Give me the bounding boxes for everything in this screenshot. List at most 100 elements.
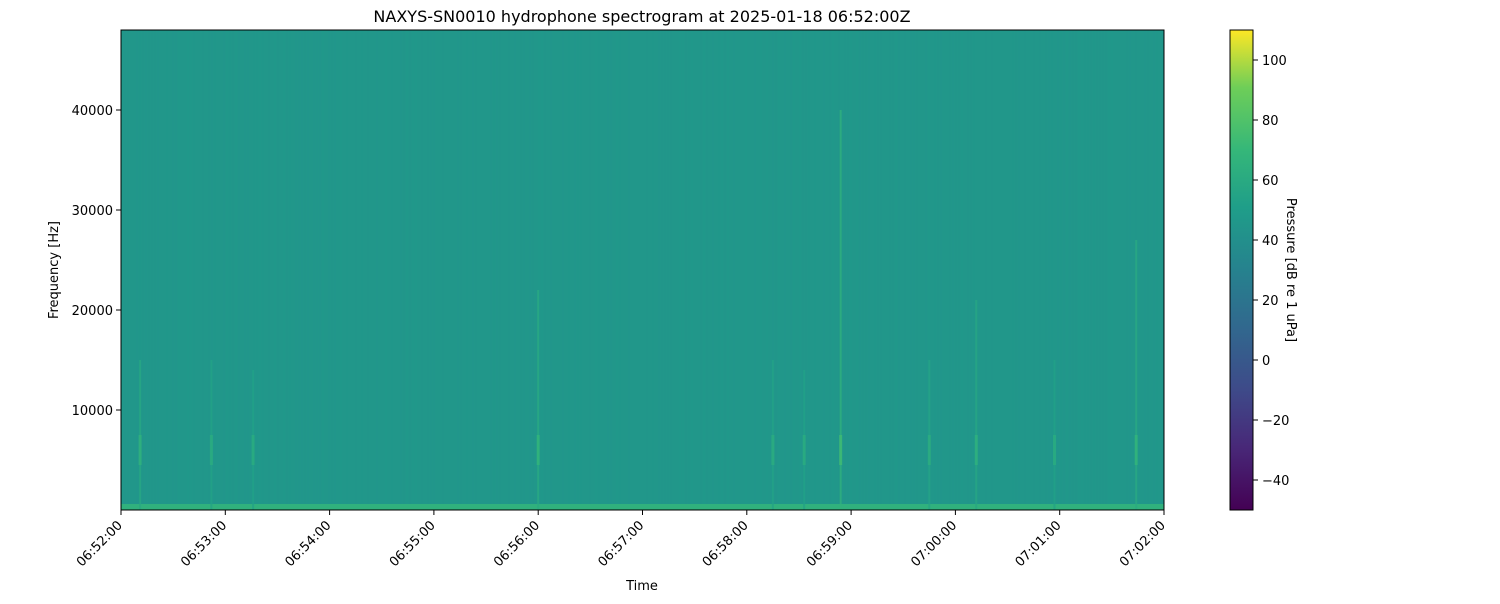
spectrogram-texture-column: [448, 30, 450, 510]
spectrogram-texture-column: [676, 30, 678, 510]
spectrogram-texture-column: [367, 30, 369, 510]
spectrogram-texture-column: [994, 30, 996, 510]
event-streak-core: [537, 435, 540, 465]
spectrogram-texture-column: [940, 30, 942, 510]
spectrogram-texture-column: [649, 30, 651, 510]
spectrogram-texture-column: [961, 30, 963, 510]
spectrogram-texture-column: [778, 30, 780, 510]
spectrogram-texture-column: [628, 30, 630, 510]
spectrogram-texture-column: [256, 30, 258, 510]
spectrogram-texture-column: [373, 30, 375, 510]
spectrogram-texture-column: [868, 30, 870, 510]
spectrogram-texture-column: [451, 30, 453, 510]
spectrogram-texture-column: [871, 30, 873, 510]
spectrogram-texture-column: [757, 30, 759, 510]
spectrogram-texture-column: [340, 30, 342, 510]
spectrogram-texture-column: [553, 30, 555, 510]
spectrogram-texture-column: [913, 30, 915, 510]
spectrogram-texture-column: [592, 30, 594, 510]
spectrogram-texture-column: [409, 30, 411, 510]
x-tick-label: 07:01:00: [1013, 518, 1065, 570]
spectrogram-texture-column: [667, 30, 669, 510]
spectrogram-texture-column: [583, 30, 585, 510]
spectrogram-texture-column: [499, 30, 501, 510]
spectrogram-texture-column: [298, 30, 300, 510]
spectrogram-texture-column: [217, 30, 219, 510]
spectrogram-texture-column: [304, 30, 306, 510]
spectrogram-texture-column: [619, 30, 621, 510]
spectrogram-texture-column: [421, 30, 423, 510]
spectrogram-texture-column: [808, 30, 810, 510]
spectrogram-texture-column: [1093, 30, 1095, 510]
spectrogram-texture-column: [610, 30, 612, 510]
spectrogram-texture-column: [793, 30, 795, 510]
spectrogram-texture-column: [496, 30, 498, 510]
spectrogram-texture-column: [550, 30, 552, 510]
spectrogram-texture-column: [352, 30, 354, 510]
spectrogram-texture-column: [745, 30, 747, 510]
spectrogram-texture-column: [1018, 30, 1020, 510]
colorbar-tick-label: 60: [1262, 174, 1279, 189]
spectrogram-texture-column: [310, 30, 312, 510]
spectrogram-texture-column: [244, 30, 246, 510]
spectrogram-texture-column: [1003, 30, 1005, 510]
spectrogram-texture-column: [736, 30, 738, 510]
spectrogram-texture-column: [319, 30, 321, 510]
event-streak-core: [139, 435, 142, 465]
spectrogram-texture-column: [925, 30, 927, 510]
spectrogram-texture-column: [364, 30, 366, 510]
spectrogram-texture-column: [556, 30, 558, 510]
spectrogram-texture-column: [514, 30, 516, 510]
spectrogram-texture-column: [889, 30, 891, 510]
spectrogram-texture-column: [814, 30, 816, 510]
spectrogram-texture-column: [646, 30, 648, 510]
spectrogram-texture-column: [859, 30, 861, 510]
spectrogram-texture-column: [682, 30, 684, 510]
spectrogram-texture-column: [136, 30, 138, 510]
spectrogram-texture-column: [508, 30, 510, 510]
x-axis: 06:52:00 06:53:00 06:54:00 06:55:00 06:56:00…: [74, 510, 1169, 570]
spectrogram-texture-column: [202, 30, 204, 510]
spectrogram-texture-column: [991, 30, 993, 510]
spectrogram-texture-column: [475, 30, 477, 510]
spectrogram-texture-column: [1120, 30, 1122, 510]
spectrogram-texture-column: [133, 30, 135, 510]
spectrogram-texture-column: [313, 30, 315, 510]
event-streak-core: [1053, 435, 1056, 465]
spectrogram-texture-column: [580, 30, 582, 510]
spectrogram-texture-column: [520, 30, 522, 510]
spectrogram-texture-column: [1009, 30, 1011, 510]
spectrogram-texture-column: [796, 30, 798, 510]
spectrogram-texture-column: [541, 30, 543, 510]
spectrogram-texture-column: [295, 30, 297, 510]
spectrogram-texture-column: [685, 30, 687, 510]
spectrogram-texture-column: [1081, 30, 1083, 510]
spectrogram-texture-column: [937, 30, 939, 510]
spectrogram-texture-column: [892, 30, 894, 510]
spectrogram-texture-column: [751, 30, 753, 510]
spectrogram-texture-column: [760, 30, 762, 510]
spectrogram-texture-column: [823, 30, 825, 510]
event-streak-core: [803, 435, 806, 465]
spectrogram-texture-column: [388, 30, 390, 510]
spectrogram-texture-column: [850, 30, 852, 510]
spectrogram-texture-column: [790, 30, 792, 510]
spectrogram-texture-column: [1072, 30, 1074, 510]
spectrogram-texture-column: [460, 30, 462, 510]
spectrogram-texture-column: [1027, 30, 1029, 510]
spectrogram-texture-column: [934, 30, 936, 510]
spectrogram-texture-column: [268, 30, 270, 510]
spectrogram-texture-column: [982, 30, 984, 510]
colorbar-tick-label: −20: [1262, 414, 1289, 429]
spectrogram-texture-column: [604, 30, 606, 510]
spectrogram-texture-column: [361, 30, 363, 510]
spectrogram-texture-column: [922, 30, 924, 510]
spectrogram-texture-column: [739, 30, 741, 510]
spectrogram-texture-column: [208, 30, 210, 510]
spectrogram-texture-column: [523, 30, 525, 510]
spectrogram-texture-column: [334, 30, 336, 510]
spectrogram-texture-column: [484, 30, 486, 510]
spectrogram-texture-column: [148, 30, 150, 510]
spectrogram-texture-column: [415, 30, 417, 510]
spectrogram-texture-column: [322, 30, 324, 510]
